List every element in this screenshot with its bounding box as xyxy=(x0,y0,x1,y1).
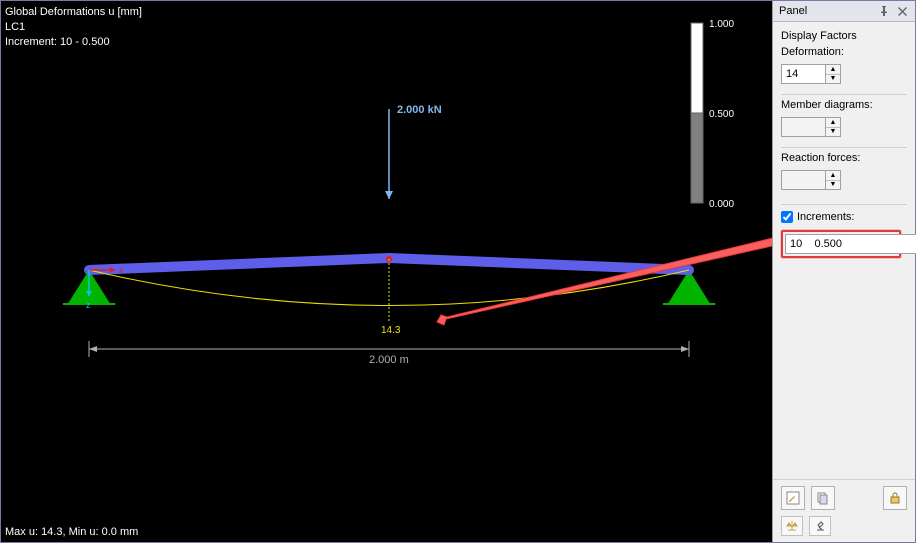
deformation-label: Deformation: xyxy=(781,46,907,58)
load-label: 2.000 kN xyxy=(397,104,442,116)
viewport-canvas: x z 2.000 kN 14.3 2.000 m 1.000 0.500 0.000 xyxy=(1,1,772,542)
spin-down-icon[interactable]: ▼ xyxy=(826,75,840,84)
increments-input[interactable] xyxy=(785,234,916,254)
svg-text:z: z xyxy=(86,300,91,310)
clipboard-icon xyxy=(816,491,830,505)
deformation-spin-buttons[interactable]: ▲▼ xyxy=(825,64,841,84)
deformation-input[interactable] xyxy=(781,64,825,84)
increments-row[interactable]: Increments: xyxy=(781,204,907,223)
reaction-forces-spin-buttons: ▲▼ xyxy=(825,170,841,190)
pin-icon[interactable] xyxy=(877,4,891,18)
increments-control-highlight: ▾ ▲▼ xyxy=(781,230,901,258)
member-diagrams-input xyxy=(781,117,825,137)
deflection-value: 14.3 xyxy=(381,325,401,336)
microscope-button[interactable] xyxy=(809,516,831,536)
svg-text:x: x xyxy=(119,265,124,275)
close-icon[interactable] xyxy=(895,4,909,18)
panel-footer xyxy=(773,512,915,542)
dimension-label: 2.000 m xyxy=(369,354,409,366)
panel-title: Panel xyxy=(779,5,807,17)
member-diagrams-spinner: ▲▼ xyxy=(781,117,845,137)
panel-header: Panel xyxy=(773,1,915,22)
pencil-icon xyxy=(786,491,800,505)
section-display-factors: Display Factors xyxy=(781,30,907,42)
side-panel: Panel Display Factors Deformation: ▲▼ Me… xyxy=(772,1,915,542)
reaction-forces-spinner: ▲▼ xyxy=(781,170,845,190)
increments-checkbox[interactable] xyxy=(781,211,793,223)
viewport: Global Deformations u [mm] LC1 Increment… xyxy=(1,1,772,542)
reaction-forces-input xyxy=(781,170,825,190)
scale-button[interactable] xyxy=(781,516,803,536)
app-root: Global Deformations u [mm] LC1 Increment… xyxy=(0,0,916,543)
scale-bar xyxy=(691,23,703,113)
annotation-arrow xyxy=(437,236,772,325)
lock-button[interactable] xyxy=(883,486,907,510)
edit-button[interactable] xyxy=(781,486,805,510)
spin-up-icon: ▲ xyxy=(826,118,840,128)
reaction-forces-label: Reaction forces: xyxy=(781,147,907,164)
panel-body: Display Factors Deformation: ▲▼ Member d… xyxy=(773,22,915,479)
spin-up-icon[interactable]: ▲ xyxy=(826,65,840,75)
deformation-spinner[interactable]: ▲▼ xyxy=(781,64,845,84)
balance-icon xyxy=(785,520,799,532)
copy-button[interactable] xyxy=(811,486,835,510)
microscope-icon xyxy=(813,520,827,532)
member-diagrams-label: Member diagrams: xyxy=(781,94,907,111)
increments-label: Increments: xyxy=(797,211,854,223)
scale-label-mid: 0.500 xyxy=(709,109,734,120)
lock-icon xyxy=(888,491,902,505)
member-diagrams-spin-buttons: ▲▼ xyxy=(825,117,841,137)
spin-up-icon: ▲ xyxy=(826,171,840,181)
panel-toolbar xyxy=(773,479,915,512)
scale-label-bot: 0.000 xyxy=(709,199,734,210)
scale-label-top: 1.000 xyxy=(709,19,734,30)
spin-down-icon: ▼ xyxy=(826,128,840,137)
support-icon xyxy=(668,270,711,304)
spin-down-icon: ▼ xyxy=(826,181,840,190)
